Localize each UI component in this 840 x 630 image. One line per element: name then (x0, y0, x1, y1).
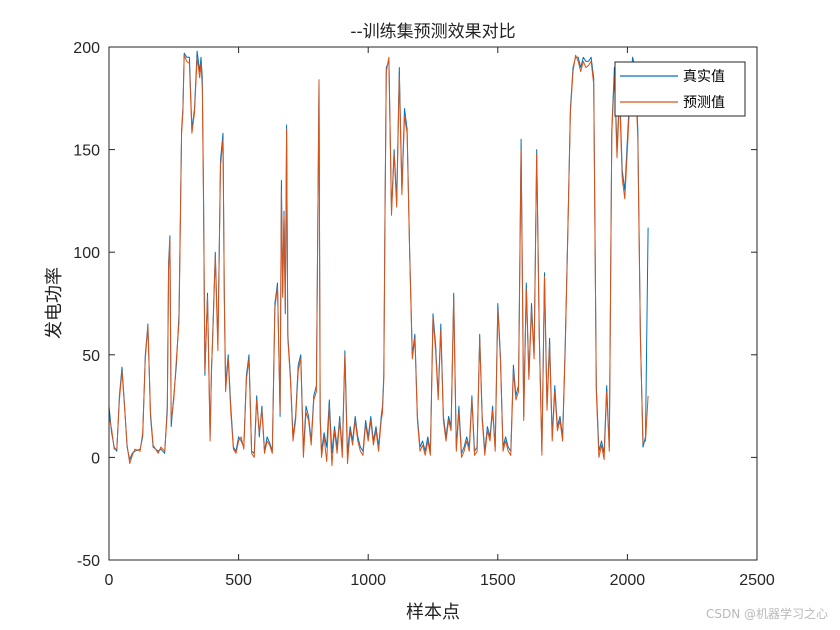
legend-label-predicted: 预测值 (683, 95, 725, 111)
legend-box (614, 61, 746, 117)
x-tick-label: 1000 (350, 572, 386, 589)
x-tick-label: 2500 (739, 572, 775, 589)
y-tick-label: 150 (73, 143, 100, 160)
y-tick-label: 100 (73, 245, 100, 262)
x-tick-label: 0 (105, 572, 114, 589)
series-layer (108, 50, 649, 467)
y-axis-label: 发电功率 (44, 267, 65, 339)
x-tick-label: 2000 (610, 572, 646, 589)
watermark: CSDN @机器学习之心 (705, 607, 828, 621)
legend-label-real: 真实值 (683, 69, 725, 85)
series-line-1 (108, 54, 649, 467)
x-tick-label: 1500 (480, 572, 516, 589)
chart-title: --训练集预测效果对比 (350, 22, 515, 42)
y-tick-label: -50 (77, 553, 100, 570)
plot-area (109, 47, 757, 560)
x-axis-label: 样本点 (406, 602, 460, 623)
legend: 真实值 预测值 (614, 61, 746, 117)
tick-layer: 0 500 1000 1500 2000 2500 -50 0 50 100 150 200 (73, 40, 775, 589)
y-tick-label: 0 (91, 450, 100, 467)
x-tick-label: 500 (225, 572, 252, 589)
axes-box (108, 46, 758, 561)
y-tick-label: 200 (73, 40, 100, 57)
y-tick-label: 50 (82, 348, 100, 365)
